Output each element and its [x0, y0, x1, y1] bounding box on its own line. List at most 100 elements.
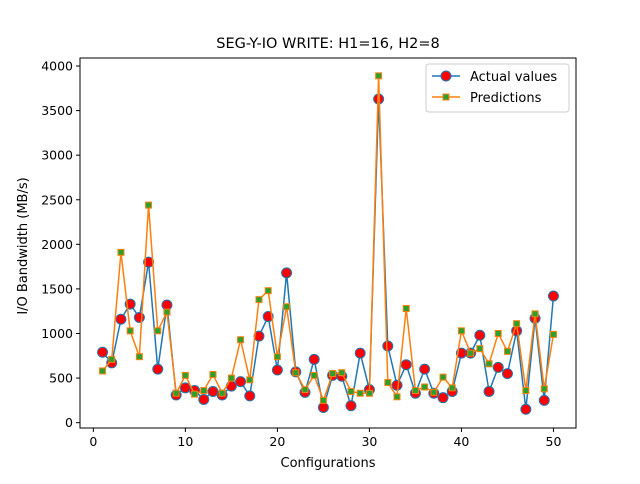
data-point [513, 320, 521, 328]
data-point [310, 371, 318, 379]
data-point [133, 311, 145, 323]
data-point [161, 299, 173, 311]
data-point [345, 400, 357, 412]
data-point [235, 376, 247, 388]
legend-marker-predictions [442, 93, 450, 101]
data-point [329, 370, 337, 378]
data-point [457, 327, 465, 335]
data-point [501, 368, 513, 380]
data-point [179, 382, 191, 394]
data-point [393, 393, 401, 401]
data-point [255, 296, 263, 304]
data-point [467, 349, 475, 357]
data-point [143, 256, 155, 268]
data-point [271, 364, 283, 376]
data-point [207, 385, 219, 397]
legend-box [425, 63, 570, 113]
data-point [439, 373, 447, 381]
data-point [347, 387, 355, 395]
data-point [264, 287, 272, 295]
data-point [411, 387, 419, 395]
y-tick-label: 1500 [41, 281, 73, 296]
data-point [154, 327, 162, 335]
data-point [191, 390, 199, 398]
data-point [97, 346, 109, 358]
data-point [547, 290, 559, 302]
data-point [503, 347, 511, 355]
x-tick-label: 20 [269, 434, 285, 449]
x-tick-label: 0 [89, 434, 97, 449]
data-point [419, 363, 431, 375]
data-point [292, 369, 300, 377]
data-point [319, 396, 327, 404]
x-tick-label: 10 [177, 434, 193, 449]
y-tick-label: 1000 [41, 326, 73, 341]
data-point [485, 360, 493, 368]
data-point [448, 384, 456, 392]
series-predictions [99, 72, 557, 404]
x-tick-label: 30 [361, 434, 377, 449]
y-tick-label: 3500 [41, 103, 73, 118]
data-point [354, 347, 366, 359]
y-tick-label: 2500 [41, 192, 73, 207]
chart-title: SEG-Y-IO WRITE: H1=16, H2=8 [216, 36, 439, 52]
data-point [549, 330, 557, 338]
data-point [492, 361, 504, 373]
data-point [218, 389, 226, 397]
plot-frame [79, 57, 577, 429]
legend-label-actual: Actual values [470, 70, 557, 85]
data-point [262, 311, 274, 323]
data-point [181, 371, 189, 379]
data-point [402, 305, 410, 313]
data-point [522, 387, 530, 395]
data-point [356, 389, 364, 397]
data-point [273, 353, 281, 361]
data-point [108, 355, 116, 363]
series-actual-values [97, 93, 559, 415]
data-point [99, 367, 107, 375]
legend: Actual values Predictions [425, 63, 570, 113]
data-point [520, 403, 532, 415]
data-point [246, 376, 254, 384]
data-point [301, 386, 309, 394]
x-tick-label: 40 [453, 434, 469, 449]
x-axis-label: Configurations [281, 456, 376, 471]
data-point [391, 379, 403, 391]
data-point [117, 248, 125, 256]
data-point [400, 359, 412, 371]
y-axis-ticks: 0 500 1000 1500 2000 2500 3000 3500 4000 [41, 59, 80, 430]
y-tick-label: 500 [49, 371, 73, 386]
data-point [430, 388, 438, 396]
data-point [540, 385, 548, 393]
data-point [145, 201, 153, 209]
data-point [476, 345, 484, 353]
data-point [152, 363, 164, 375]
y-tick-label: 0 [65, 415, 73, 430]
data-point [281, 267, 293, 279]
data-point [172, 389, 180, 397]
y-tick-label: 2000 [41, 237, 73, 252]
data-point [531, 310, 539, 318]
data-point [198, 393, 210, 405]
data-point [244, 390, 256, 402]
data-point [317, 401, 329, 413]
x-axis-ticks: 0 10 20 30 40 50 [89, 428, 561, 449]
data-point [375, 72, 383, 80]
legend-marker-actual [440, 70, 452, 82]
data-point [115, 313, 127, 325]
data-point [283, 303, 291, 311]
data-point [494, 329, 502, 337]
data-point [237, 336, 245, 344]
data-point [209, 371, 217, 379]
y-tick-label: 4000 [41, 59, 73, 74]
data-point [135, 353, 143, 361]
data-point [483, 385, 495, 397]
data-point [163, 308, 171, 316]
data-point [474, 329, 486, 341]
y-axis-label: I/O Bandwidth (MB/s) [16, 177, 31, 314]
data-point [384, 379, 392, 387]
data-point [538, 394, 550, 406]
y-tick-label: 3000 [41, 148, 73, 163]
